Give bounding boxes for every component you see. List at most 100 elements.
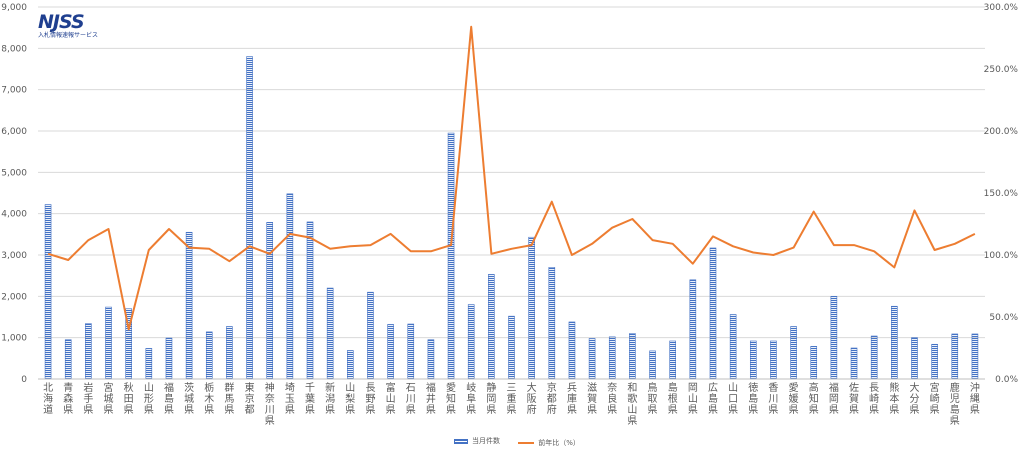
y2-tick-label: 200.0% [984,127,1019,137]
gridlines [38,6,985,380]
bar [387,324,394,380]
x-tick-label: 岡山県 [688,382,698,416]
x-tick-label: 山梨県 [345,382,355,416]
bar [246,56,253,380]
y-tick-label: 0 [21,375,27,385]
x-tick-label: 佐賀県 [849,382,859,416]
bar [326,287,334,380]
bar [347,350,354,380]
bar [749,340,757,380]
bar [810,346,818,380]
bar [85,323,92,380]
bar [931,343,938,380]
x-tick-label: 秋田県 [124,381,134,416]
bar [306,221,314,380]
x-tick-label: 山口県 [728,382,738,416]
y-axis-right: 0.0% 50.0% 100.0% 150.0% 200.0% 250.0% 300.0% [984,3,1019,385]
y-tick-label: 2,000 [1,292,27,302]
bar [669,340,676,380]
y-tick-label: 6,000 [1,127,27,137]
x-tick-label: 山形県 [144,382,154,416]
y-axis-left: 0 1,000 2,000 3,000 4,000 5,000 6,000 7,000 8,00… [1,3,27,385]
y2-tick-label: 300.0% [984,3,1019,13]
bar [427,339,435,380]
x-tick-label: 愛知県 [446,381,456,416]
x-tick-label: 千葉県 [305,382,315,416]
x-tick-label: 島根県 [668,381,678,416]
y-tick-label: 3,000 [1,251,27,261]
bar [447,132,455,380]
y2-tick-label: 50.0% [989,313,1018,323]
x-tick-label: 沖縄県 [970,381,980,416]
y-tick-label: 7,000 [1,86,27,96]
x-tick-label: 広島県 [708,381,718,416]
logo-mark: NJSS [38,11,85,33]
bar [105,306,112,380]
bar [649,350,656,380]
x-tick-label: 京都府 [547,381,557,416]
bar [689,279,697,380]
x-tick-label: 東京都 [245,381,255,416]
x-tick-label: 茨城県 [184,381,194,416]
logo-subtitle: 入札情報速報サービス [38,32,99,39]
y2-tick-label: 250.0% [984,65,1019,75]
bar [911,337,918,380]
bar [407,323,415,380]
x-tick-label: 熊本県 [889,381,899,416]
bar [790,326,797,380]
bar [185,231,193,380]
y-tick-label: 5,000 [1,168,27,178]
bar [205,331,213,380]
x-tick-label: 埼玉県 [285,381,295,416]
bar [870,335,878,380]
legend-item-line: 前年比（%） [518,438,580,448]
bar [266,222,274,380]
line-series [47,25,976,331]
legend-label-bars: 当月件数 [472,437,501,445]
x-tick-label: 徳島県 [748,381,758,416]
x-tick-label: 富山県 [386,381,396,416]
x-tick-label: 栃木県 [204,381,214,416]
x-tick-label: 神奈川県 [265,381,275,427]
bar [971,333,979,380]
legend-label-line: 前年比（%） [538,438,580,447]
x-tick-label: 鳥取県 [648,381,658,416]
bar [44,204,52,380]
bar [145,348,153,380]
x-tick-label: 長崎県 [869,382,879,416]
bar [286,193,294,380]
bar [568,321,576,380]
x-tick-label: 静岡県 [486,381,496,416]
x-tick-label: 愛媛県 [789,381,799,416]
x-tick-label: 福井県 [426,381,436,416]
x-tick-label: 福岡県 [829,381,839,416]
x-tick-label: 福島県 [164,381,174,416]
y2-tick-label: 100.0% [984,251,1019,261]
bar [729,314,737,380]
bar [588,338,596,380]
bar [226,326,233,380]
bar [165,337,173,380]
ratio-line [47,25,976,331]
y2-tick-label: 150.0% [984,189,1019,199]
x-tick-label: 宮城県 [104,381,114,416]
bar [770,340,777,380]
legend: 当月件数 前年比（%） [0,436,1034,448]
x-tick-label: 兵庫県 [567,381,577,416]
legend-swatch-bar [454,438,469,444]
x-tick-label: 香川県 [768,382,778,416]
logo: NJSS 入札情報速報サービス [38,12,118,44]
bar [367,291,374,380]
bar [830,296,838,380]
y-tick-label: 9,000 [1,3,27,13]
x-tick-label: 新潟県 [325,381,335,416]
bar [850,347,858,380]
bar-series [44,56,979,380]
x-tick-label: 石川県 [406,383,416,416]
bar [709,247,717,380]
legend-swatch-line [518,441,535,444]
bar [467,304,475,380]
x-tick-label: 大阪府 [527,381,537,416]
x-tick-label: 鹿児島県 [950,381,960,427]
x-tick-label: 長野県 [365,382,375,416]
